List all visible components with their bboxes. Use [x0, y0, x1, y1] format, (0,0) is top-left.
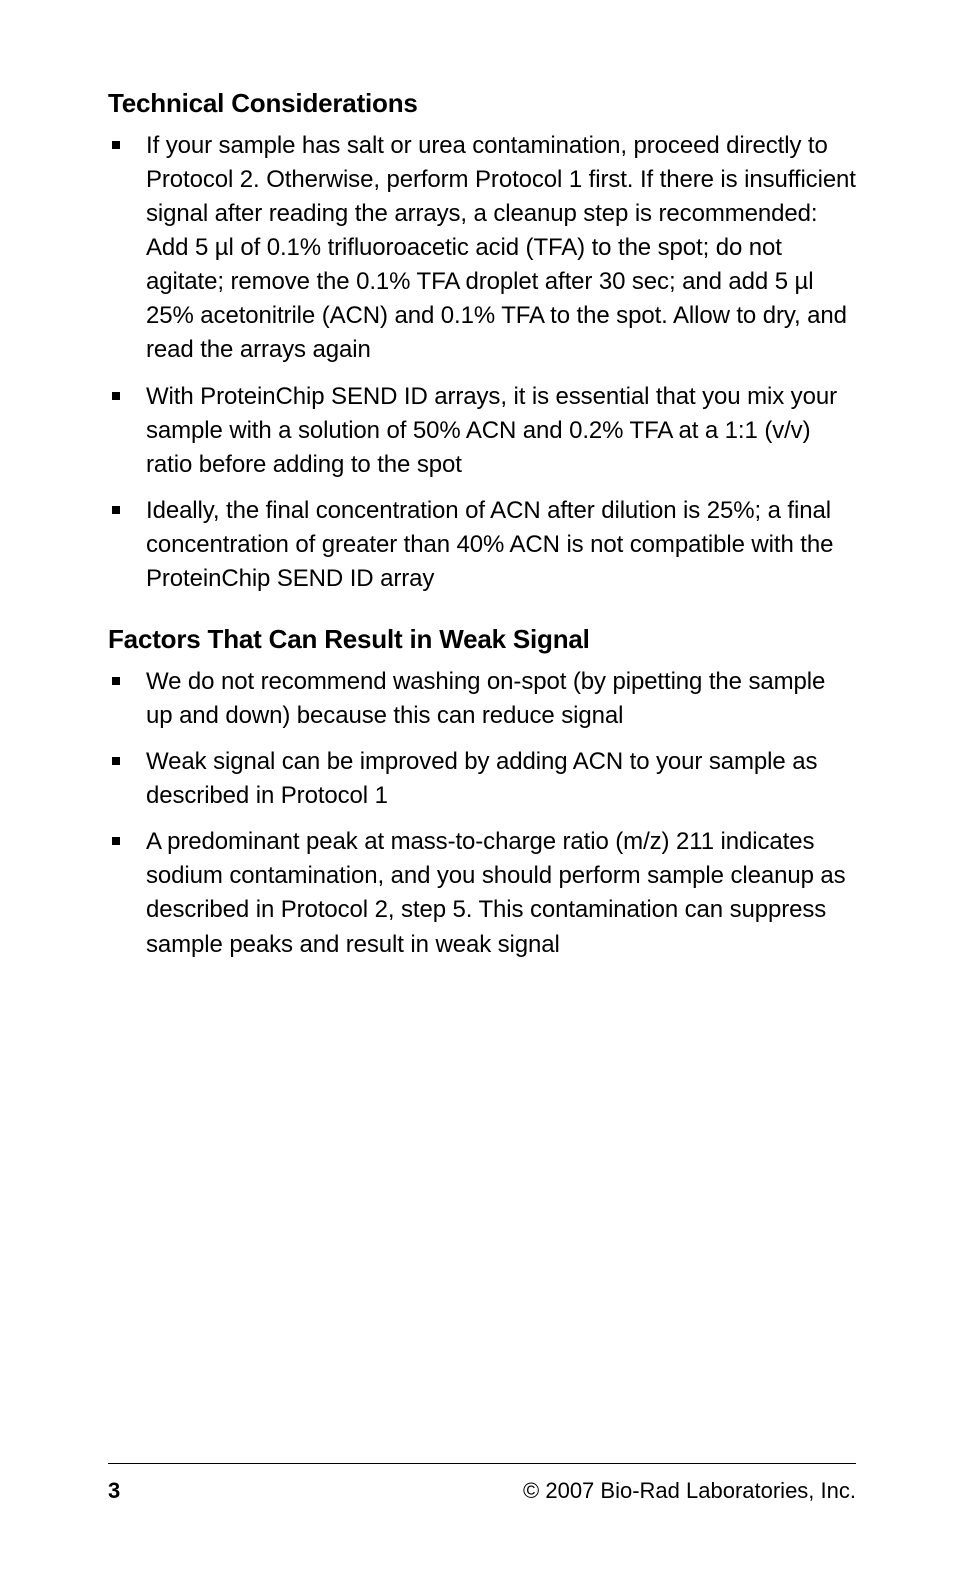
- list-item: Weak signal can be improved by adding AC…: [108, 745, 856, 813]
- section-heading: Factors That Can Result in Weak Signal: [108, 624, 856, 655]
- page-footer: 3 © 2007 Bio-Rad Laboratories, Inc.: [108, 1463, 856, 1504]
- bullet-list: We do not recommend washing on-spot (by …: [108, 665, 856, 962]
- list-item: A predominant peak at mass-to-charge rat…: [108, 825, 856, 961]
- list-item: We do not recommend washing on-spot (by …: [108, 665, 856, 733]
- list-item: If your sample has salt or urea contamin…: [108, 129, 856, 368]
- bullet-list: If your sample has salt or urea contamin…: [108, 129, 856, 596]
- copyright-text: © 2007 Bio-Rad Laboratories, Inc.: [523, 1478, 856, 1504]
- section-weak-signal-factors: Factors That Can Result in Weak Signal W…: [108, 624, 856, 962]
- list-item: With ProteinChip SEND ID arrays, it is e…: [108, 380, 856, 482]
- document-page: Technical Considerations If your sample …: [0, 0, 954, 1590]
- page-number: 3: [108, 1478, 120, 1504]
- footer-rule: [108, 1463, 856, 1464]
- list-item: Ideally, the final concentration of ACN …: [108, 494, 856, 596]
- section-technical-considerations: Technical Considerations If your sample …: [108, 88, 856, 596]
- footer-row: 3 © 2007 Bio-Rad Laboratories, Inc.: [108, 1478, 856, 1504]
- section-heading: Technical Considerations: [108, 88, 856, 119]
